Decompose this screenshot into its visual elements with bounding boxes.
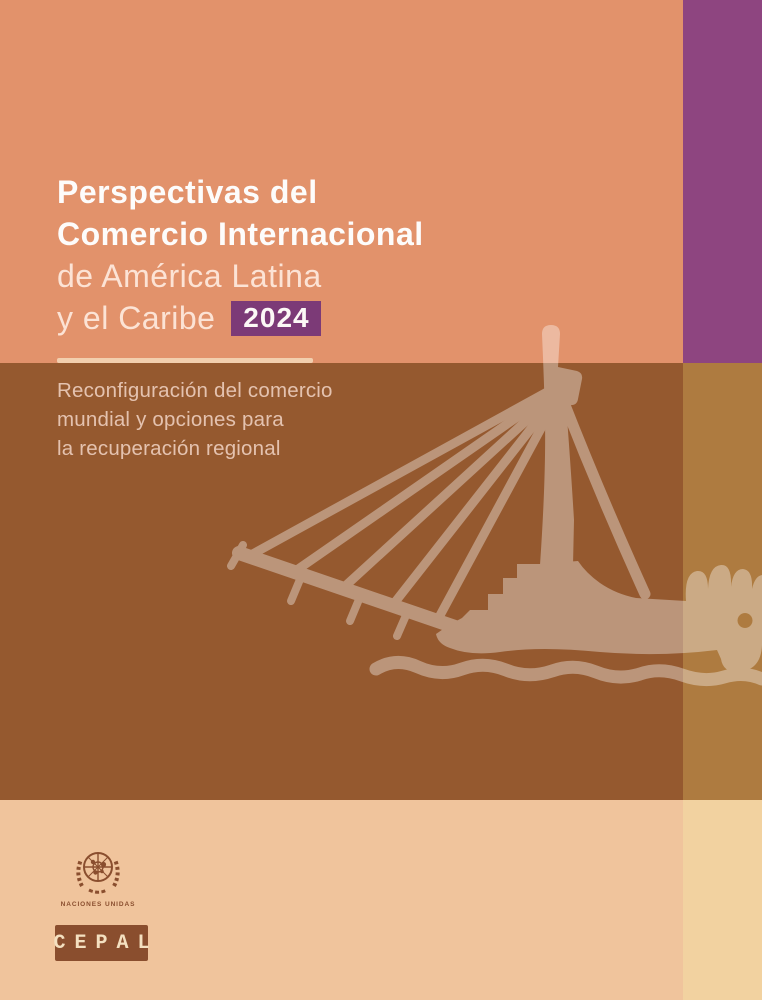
- year-badge: 2024: [231, 300, 322, 336]
- right-stripe-bottom: [683, 800, 762, 1000]
- header-band: [0, 0, 683, 363]
- subtitle-line-2: mundial y opciones para: [57, 408, 284, 431]
- middle-band: [0, 363, 683, 800]
- subtitle-block: Reconfiguración del comercio mundial y o…: [57, 376, 333, 463]
- un-emblem-icon: [76, 852, 120, 894]
- cepal-logo-text: CEPAL: [53, 931, 159, 955]
- right-stripe-middle: [683, 363, 762, 800]
- right-stripe-top: [683, 0, 762, 363]
- title-line-2: Comercio Internacional: [57, 216, 424, 252]
- cepal-logo: CEPAL: [54, 925, 150, 961]
- title-line-1: Perspectivas del: [57, 174, 318, 210]
- subtitle-line-1: Reconfiguración del comercio: [57, 379, 333, 402]
- title-underline: [57, 358, 313, 363]
- footer-band: [0, 800, 683, 1000]
- title-line-4: y el Caribe 2024: [57, 297, 424, 339]
- title-line-3: de América Latina: [57, 258, 322, 294]
- subtitle-line-3: la recuperación regional: [57, 437, 281, 460]
- un-label: NACIONES UNIDAS: [60, 901, 136, 908]
- title-block: Perspectivas del Comercio Internacional …: [57, 171, 424, 339]
- title-line-4-text: y el Caribe: [57, 300, 216, 336]
